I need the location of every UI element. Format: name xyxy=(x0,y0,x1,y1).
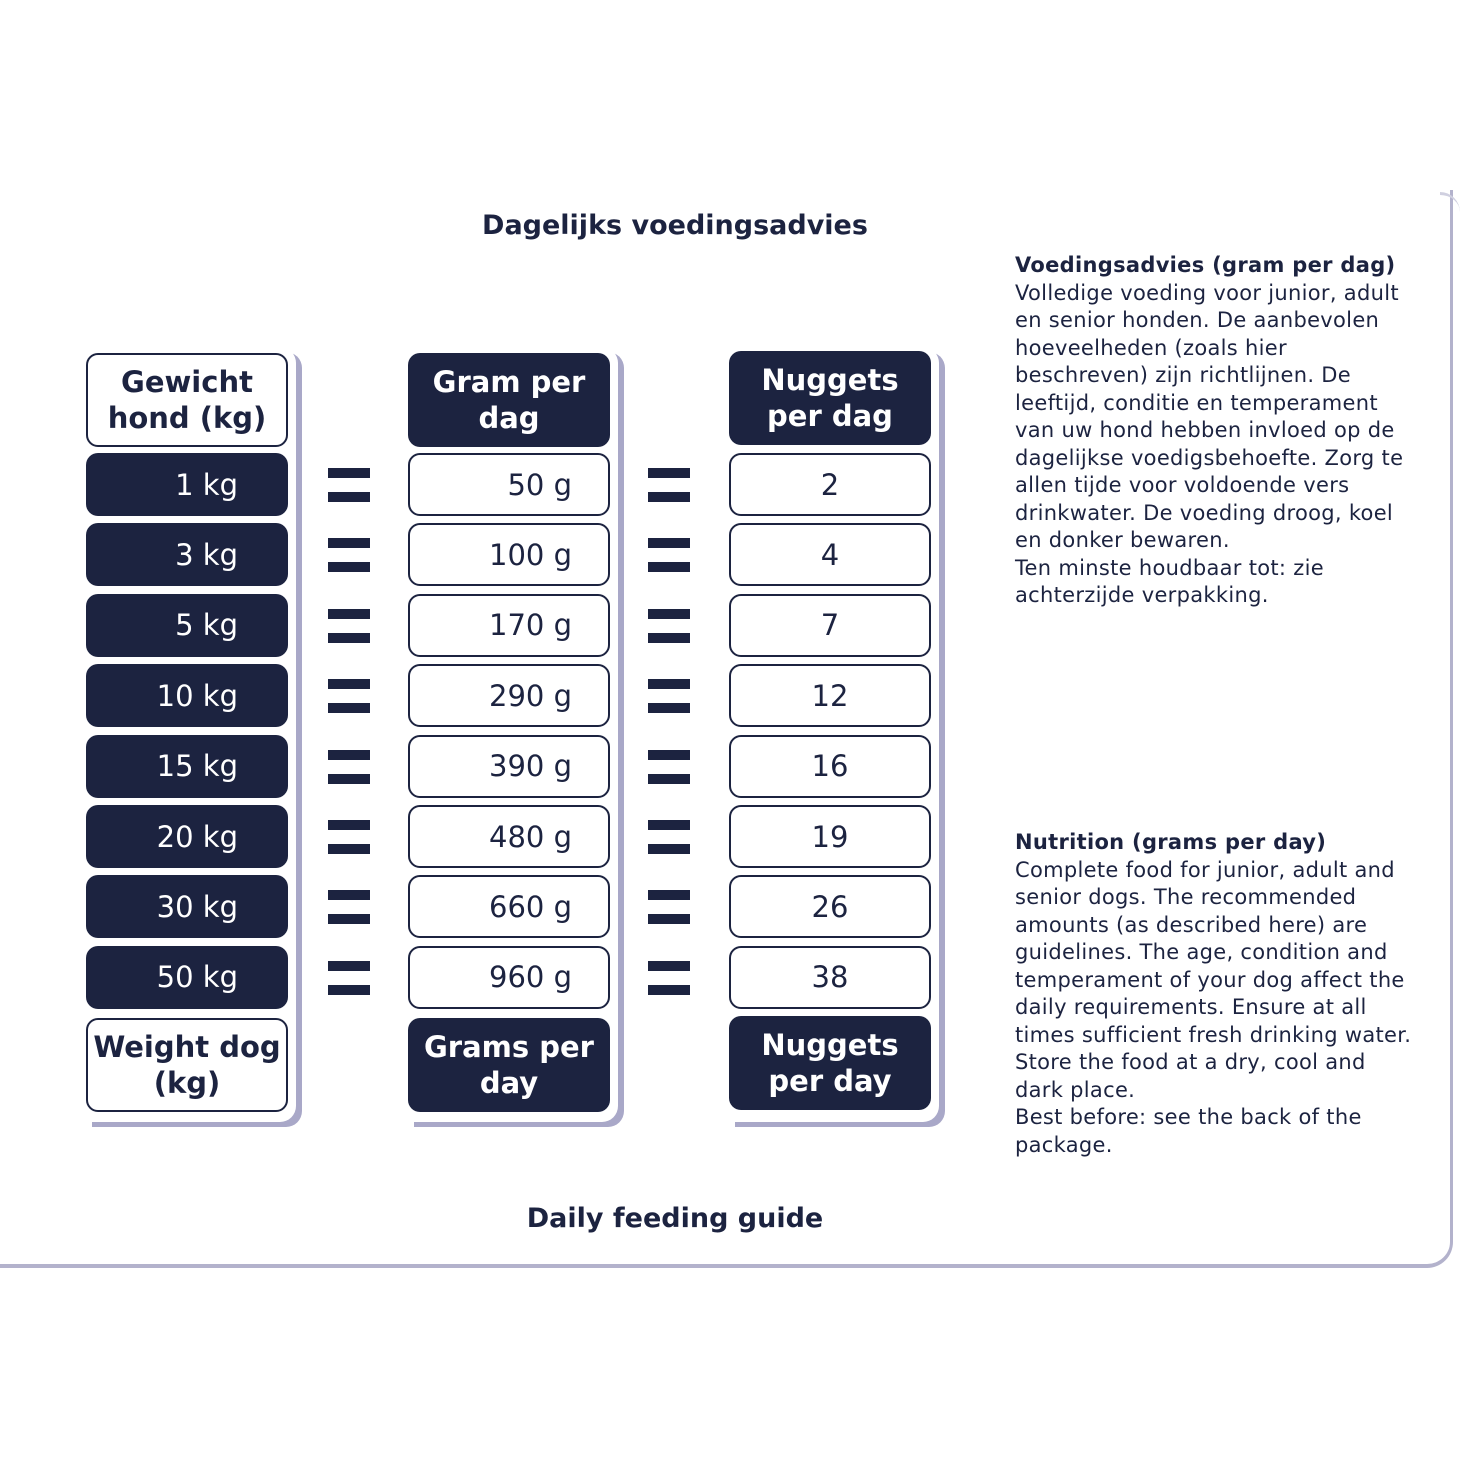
nuggets-cell: 7 xyxy=(729,593,931,657)
grams-cell: 660 g xyxy=(408,875,610,939)
title-dutch: Dagelijks voedingsadvies xyxy=(482,210,868,241)
equals-icon xyxy=(328,608,370,643)
column-grams: Gram per dag 50 g 100 g 170 g 290 g 390 g 480… xyxy=(408,347,618,1122)
equals-icon xyxy=(648,608,690,643)
nuggets-cell: 2 xyxy=(729,453,931,516)
grams-cell: 480 g xyxy=(408,805,610,868)
nuggets-cell: 26 xyxy=(729,875,931,939)
info-dutch-body: Volledige voeding voor junior, adult en … xyxy=(1015,280,1404,553)
weight-cell: 3 kg xyxy=(86,523,288,587)
weight-cell: 5 kg xyxy=(86,593,288,657)
weight-cell: 30 kg xyxy=(86,875,288,939)
grams-cell: 390 g xyxy=(408,734,610,798)
weight-cell: 15 kg xyxy=(86,734,288,798)
equals-icon xyxy=(648,960,690,995)
info-dutch: Voedingsadvies (gram per dag) Volledige … xyxy=(1015,252,1415,610)
equals-icon xyxy=(328,538,370,573)
equals-icon xyxy=(648,749,690,784)
nuggets-cell: 19 xyxy=(729,805,931,868)
weight-cell: 10 kg xyxy=(86,664,288,728)
equals-icon xyxy=(328,468,370,502)
weight-footer: Weight dog (kg) xyxy=(86,1018,288,1112)
info-english-footer: Best before: see the back of the package… xyxy=(1015,1105,1362,1157)
equals-icon xyxy=(648,538,690,573)
grams-cell: 290 g xyxy=(408,664,610,728)
weight-cell: 50 kg xyxy=(86,945,288,1009)
column-weight: Gewicht hond (kg) 1 kg 3 kg 5 kg 10 kg 15 kg… xyxy=(86,347,296,1122)
nuggets-cell: 4 xyxy=(729,523,931,587)
info-english-body: Complete food for junior, adult and seni… xyxy=(1015,857,1412,1102)
grams-header: Gram per dag xyxy=(408,353,610,447)
nuggets-cell: 12 xyxy=(729,664,931,728)
grams-footer: Grams per day xyxy=(408,1018,610,1112)
equals-icon xyxy=(328,890,370,925)
nuggets-footer: Nuggets per day xyxy=(729,1016,931,1110)
weight-cell: 20 kg xyxy=(86,805,288,868)
equals-icon xyxy=(648,679,690,714)
grams-cell: 50 g xyxy=(408,453,610,516)
weight-cell: 1 kg xyxy=(86,453,288,516)
grams-cell: 170 g xyxy=(408,593,610,657)
equals-icon xyxy=(648,468,690,502)
card-corner xyxy=(1440,192,1460,215)
grams-cell: 100 g xyxy=(408,523,610,587)
equals-icon xyxy=(648,820,690,854)
info-dutch-footer: Ten minste houdbaar tot: zie achterzijde… xyxy=(1015,555,1324,608)
nuggets-cell: 16 xyxy=(729,734,931,798)
equals-icon xyxy=(328,749,370,784)
equals-icon xyxy=(648,890,690,925)
weight-header: Gewicht hond (kg) xyxy=(86,353,288,447)
title-english: Daily feeding guide xyxy=(526,1203,824,1234)
card-outline xyxy=(0,190,1453,1268)
equals-icon xyxy=(328,960,370,995)
equals-icon xyxy=(328,679,370,714)
equals-icon xyxy=(328,820,370,854)
nuggets-cell: 38 xyxy=(729,945,931,1009)
info-dutch-heading: Voedingsadvies (gram per dag) xyxy=(1015,253,1396,277)
column-nuggets: Nuggets per dag 2 4 7 12 16 19 26 38 Nuggets pe… xyxy=(729,347,939,1122)
info-english-heading: Nutrition (grams per day) xyxy=(1015,830,1327,854)
grams-cell: 960 g xyxy=(408,945,610,1009)
info-english: Nutrition (grams per day) Complete food … xyxy=(1015,829,1415,1159)
nuggets-header: Nuggets per dag xyxy=(729,351,931,445)
